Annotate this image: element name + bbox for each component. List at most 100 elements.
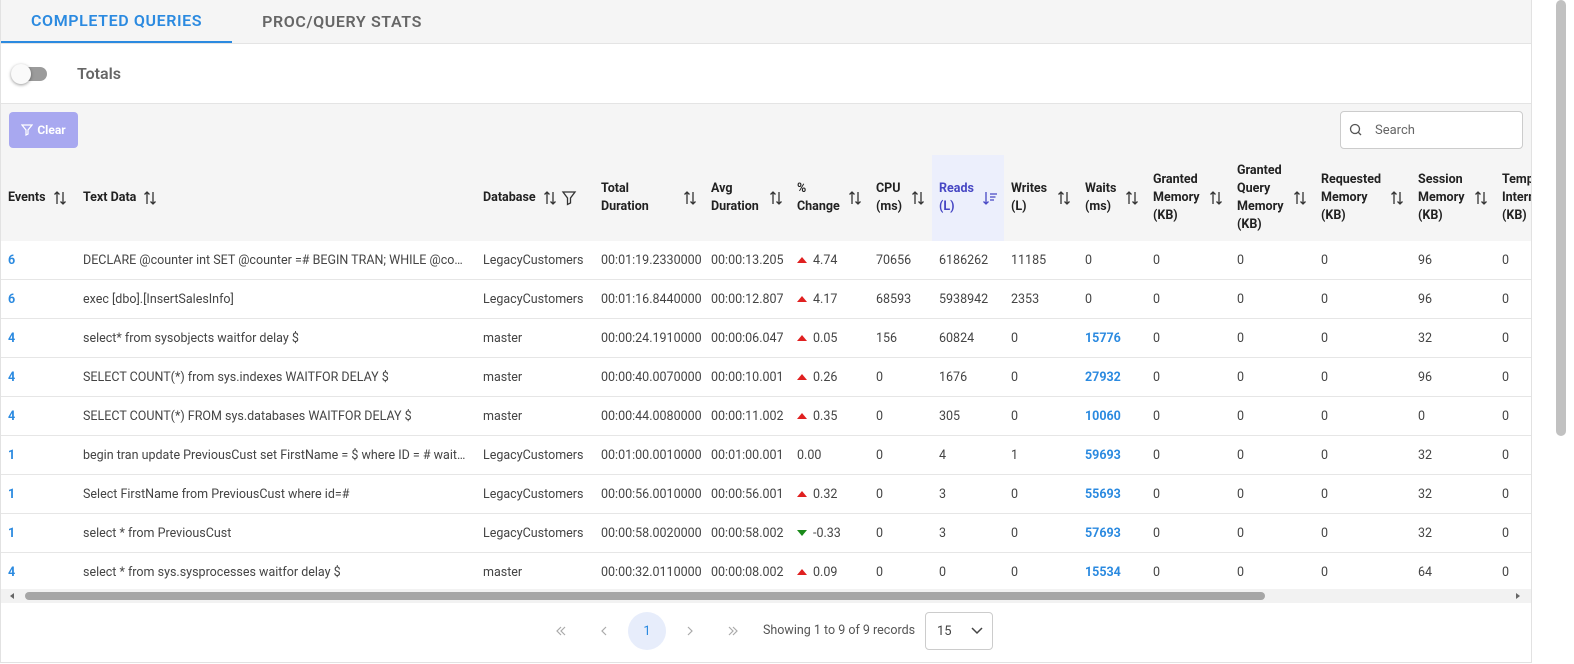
cell: 0: [1495, 513, 1531, 553]
first-page[interactable]: [542, 612, 580, 650]
cell-text: 0: [876, 369, 884, 385]
cell: 0: [1314, 318, 1411, 358]
sort-icon[interactable]: [1473, 190, 1489, 206]
cell[interactable]: 59693: [1078, 435, 1146, 475]
horizontal-scrollbar[interactable]: [1, 589, 1531, 603]
cell-text: SELECT COUNT(*) from sys.indexes WAITFOR…: [83, 369, 389, 385]
sort-icon[interactable]: [768, 190, 784, 206]
cell-text: 0: [1502, 408, 1510, 424]
prev-page[interactable]: [585, 612, 623, 650]
toggle[interactable]: [11, 63, 47, 84]
cell[interactable]: 4: [1, 396, 76, 436]
trend-up: [797, 412, 807, 419]
cell-text: 0: [1502, 330, 1510, 346]
cell-text: DECLARE @counter int SET @counter =# BEG…: [83, 252, 476, 268]
cell-text: 32: [1418, 447, 1433, 463]
sort-icon[interactable]: [542, 190, 558, 206]
page-size-select[interactable]: 15: [925, 612, 993, 650]
trend-down: [797, 529, 807, 536]
cell-text: select * from sys.sysprocesses waitfor d…: [83, 564, 341, 580]
cell-text: 96: [1418, 252, 1433, 268]
cell[interactable]: 4: [1, 357, 76, 397]
totals-bar: Totals: [1, 44, 1531, 104]
cell: 70656: [869, 241, 932, 280]
cell: 11185: [1004, 241, 1078, 280]
sort-icon[interactable]: [682, 190, 698, 206]
tab[interactable]: COMPLETED QUERIES: [1, 0, 233, 43]
cell: 0: [1004, 552, 1078, 591]
cell-text: 00:00:06.047: [711, 330, 784, 346]
vertical-scrollbar[interactable]: [1555, 0, 1567, 664]
cell[interactable]: 4: [1, 552, 76, 591]
cell: 0: [1230, 396, 1314, 436]
sort-icon[interactable]: [1208, 190, 1224, 206]
sort-icon[interactable]: [847, 190, 863, 206]
clear-button[interactable]: Clear: [9, 112, 78, 148]
cell: 00:00:56.001: [704, 474, 790, 514]
sort-icon[interactable]: [1056, 190, 1072, 206]
sort-icon[interactable]: [910, 190, 926, 206]
cell: 00:00:12.807: [704, 279, 790, 319]
sort-icon[interactable]: [1292, 190, 1308, 206]
header-content: Total Duration: [601, 180, 698, 216]
cell: 96: [1411, 279, 1495, 319]
cell: 00:00:24.1910000: [594, 318, 704, 358]
cell[interactable]: 15776: [1078, 318, 1146, 358]
cell: 0: [1146, 474, 1230, 514]
cell[interactable]: 6: [1, 279, 76, 319]
page-size: 15: [937, 623, 952, 639]
cell[interactable]: 57693: [1078, 513, 1146, 553]
cell: LegacyCustomers: [476, 435, 594, 475]
header-text: CPU (ms): [876, 181, 903, 214]
cell-text: 0: [1321, 525, 1329, 541]
sort-icon[interactable]: [982, 190, 998, 206]
cell-text: Select FirstName from PreviousCust where…: [83, 486, 350, 502]
search-box[interactable]: Search: [1340, 111, 1523, 149]
cell: 4.74: [790, 241, 869, 280]
cell-text: LegacyCustomers: [483, 447, 584, 463]
page-number[interactable]: 1: [628, 612, 666, 650]
cell[interactable]: 4: [1, 318, 76, 358]
cell-text: 0: [1237, 447, 1245, 463]
sort-icon[interactable]: [142, 190, 158, 206]
cell[interactable]: 27932: [1078, 357, 1146, 397]
cell: 4.17: [790, 279, 869, 319]
table-row: 6 exec [dbo].[InsertSalesInfo] LegacyCusto…: [1, 279, 1531, 319]
filter-icon[interactable]: [561, 190, 577, 206]
column-header: Total Duration: [594, 155, 704, 241]
cell[interactable]: 1: [1, 513, 76, 553]
search-icon: [1349, 123, 1362, 136]
cell[interactable]: 1: [1, 435, 76, 475]
cell-text: LegacyCustomers: [483, 486, 584, 502]
next-page[interactable]: [671, 612, 709, 650]
cell[interactable]: 15534: [1078, 552, 1146, 591]
cell: 0: [1495, 474, 1531, 514]
cell-text: 4: [8, 330, 16, 346]
scroll-right[interactable]: [1511, 589, 1525, 603]
cell: LegacyCustomers: [476, 241, 594, 280]
sort-icon[interactable]: [1124, 190, 1140, 206]
cell-text: master: [483, 564, 523, 580]
cell: 0: [1495, 241, 1531, 280]
last-page[interactable]: [714, 612, 752, 650]
cell-text: 0: [1153, 330, 1161, 346]
cell[interactable]: 6: [1, 241, 76, 280]
cell-text: 0: [1237, 252, 1245, 268]
toolbar: Clear Search: [1, 104, 1531, 156]
scroll-thumb[interactable]: [1556, 0, 1566, 436]
sort-icon[interactable]: [1389, 190, 1405, 206]
cell-text: 4.74: [813, 252, 838, 268]
cell: 0: [1314, 552, 1411, 591]
cell[interactable]: 1: [1, 474, 76, 514]
cell[interactable]: 55693: [1078, 474, 1146, 514]
tab[interactable]: PROC/QUERY STATS: [262, 12, 422, 31]
scroll-left[interactable]: [5, 589, 19, 603]
scroll-thumb[interactable]: [25, 592, 1265, 600]
sort-icon[interactable]: [52, 190, 68, 206]
cell-text: 00:00:56.0010000: [601, 486, 702, 502]
cell-text: 00:00:44.0080000: [601, 408, 702, 424]
cell-text: 64: [1418, 564, 1433, 580]
cell: 0: [1146, 552, 1230, 591]
trend-up: [797, 256, 807, 263]
cell[interactable]: 10060: [1078, 396, 1146, 436]
